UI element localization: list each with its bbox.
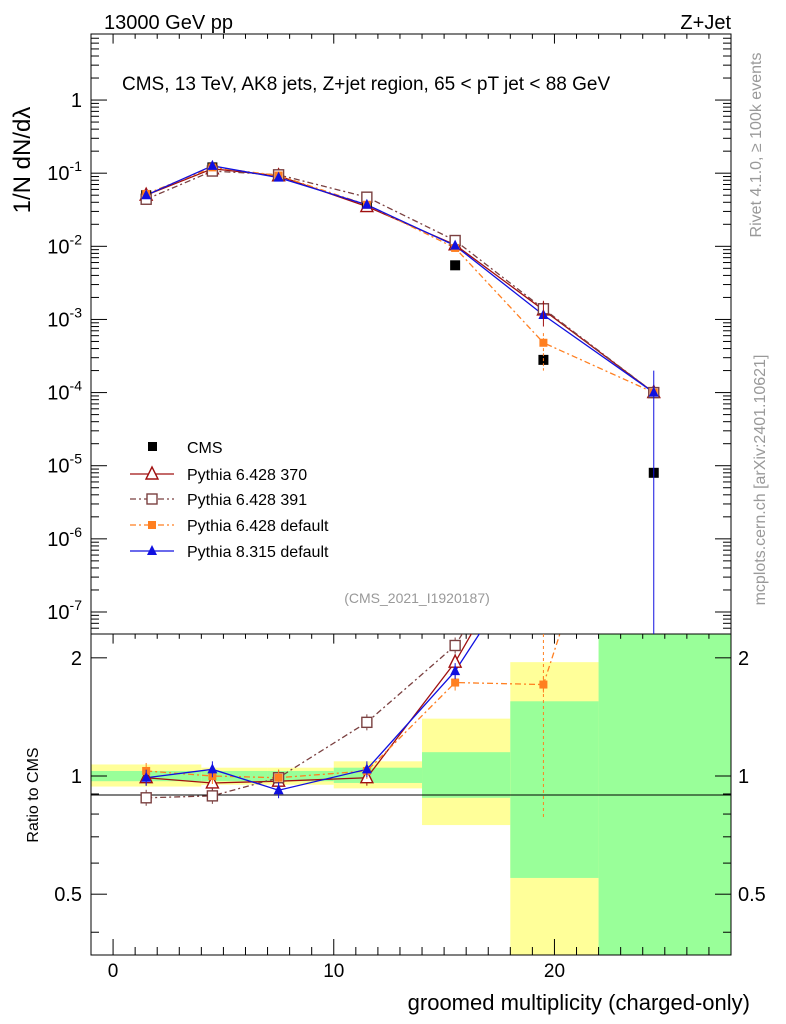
legend-label-py6-370: Pythia 6.428 370 [187, 467, 307, 484]
legend-label-py6-default: Pythia 6.428 default [187, 518, 329, 535]
legend-label-py6-391: Pythia 6.428 391 [187, 492, 307, 509]
ratio-point [141, 771, 152, 782]
band-inner [422, 752, 511, 798]
ratio-point [361, 716, 373, 729]
side-label-top: Rivet 4.1.0, ≥ 100k events [748, 53, 765, 238]
ratio-point [451, 678, 460, 687]
y-tick-label: 10-6 [47, 524, 82, 551]
ratio-tick-label: 2 [738, 648, 749, 670]
legend-marker-cms [148, 442, 157, 451]
ratio-point [274, 773, 283, 782]
ratio-point [449, 639, 461, 652]
legend-marker-py8-default [147, 545, 157, 555]
ratio-tick-label: 0.5 [54, 884, 82, 906]
ratio-y-axis-label: Ratio to CMS [25, 747, 42, 842]
ratio-point [206, 790, 219, 802]
legend-marker-py6-default [148, 521, 156, 529]
ratio-point [450, 665, 461, 676]
ratio-tick-label: 1 [71, 766, 82, 788]
analysis-tag: (CMS_2021_I1920187) [344, 590, 490, 606]
header-right: Z+Jet [680, 12, 731, 34]
series-point [539, 338, 548, 347]
x-tick-label: 0 [108, 961, 119, 982]
series-point [207, 159, 218, 170]
series-point [141, 189, 152, 200]
series-point [273, 171, 284, 182]
legend-marker-py6-391 [146, 493, 158, 505]
header-left: 13000 GeV pp [104, 12, 233, 34]
ratio-tick-label: 2 [71, 648, 82, 670]
ratio-point [140, 792, 152, 804]
ratio-point [273, 784, 284, 795]
main-y-axis-label: 1/N dN/dλ [9, 107, 36, 214]
legend: CMS Pythia 6.428 370 Pythia 6.428 391 Py… [130, 440, 329, 561]
band-inner [333, 767, 423, 783]
x-tick-label: 20 [544, 961, 565, 982]
x-axis-label: groomed multiplicity (charged-only) [408, 990, 750, 1015]
series-markers [139, 159, 661, 819]
y-tick-label: 1 [71, 90, 82, 112]
ratio-tick-label: 1 [738, 766, 749, 788]
series-point [450, 239, 461, 250]
legend-label-py8-default: Pythia 8.315 default [187, 544, 329, 561]
legend-marker-py6-370 [144, 465, 160, 480]
ratio-point [207, 763, 218, 774]
ratio-tick-label: 0.5 [738, 884, 766, 906]
ratio-point [361, 763, 372, 774]
side-label-bottom: mcplots.cern.ch [arXiv:2401.10621] [752, 355, 769, 606]
series-point [361, 198, 372, 209]
band-inner [510, 701, 599, 878]
chart-title: CMS, 13 TeV, AK8 jets, Z+jet region, 65 … [122, 74, 610, 95]
x-tick-label: 10 [323, 961, 344, 982]
legend-label-cms: CMS [187, 440, 223, 457]
cms-point [450, 260, 461, 271]
y-tick-label: 10-1 [47, 158, 82, 185]
